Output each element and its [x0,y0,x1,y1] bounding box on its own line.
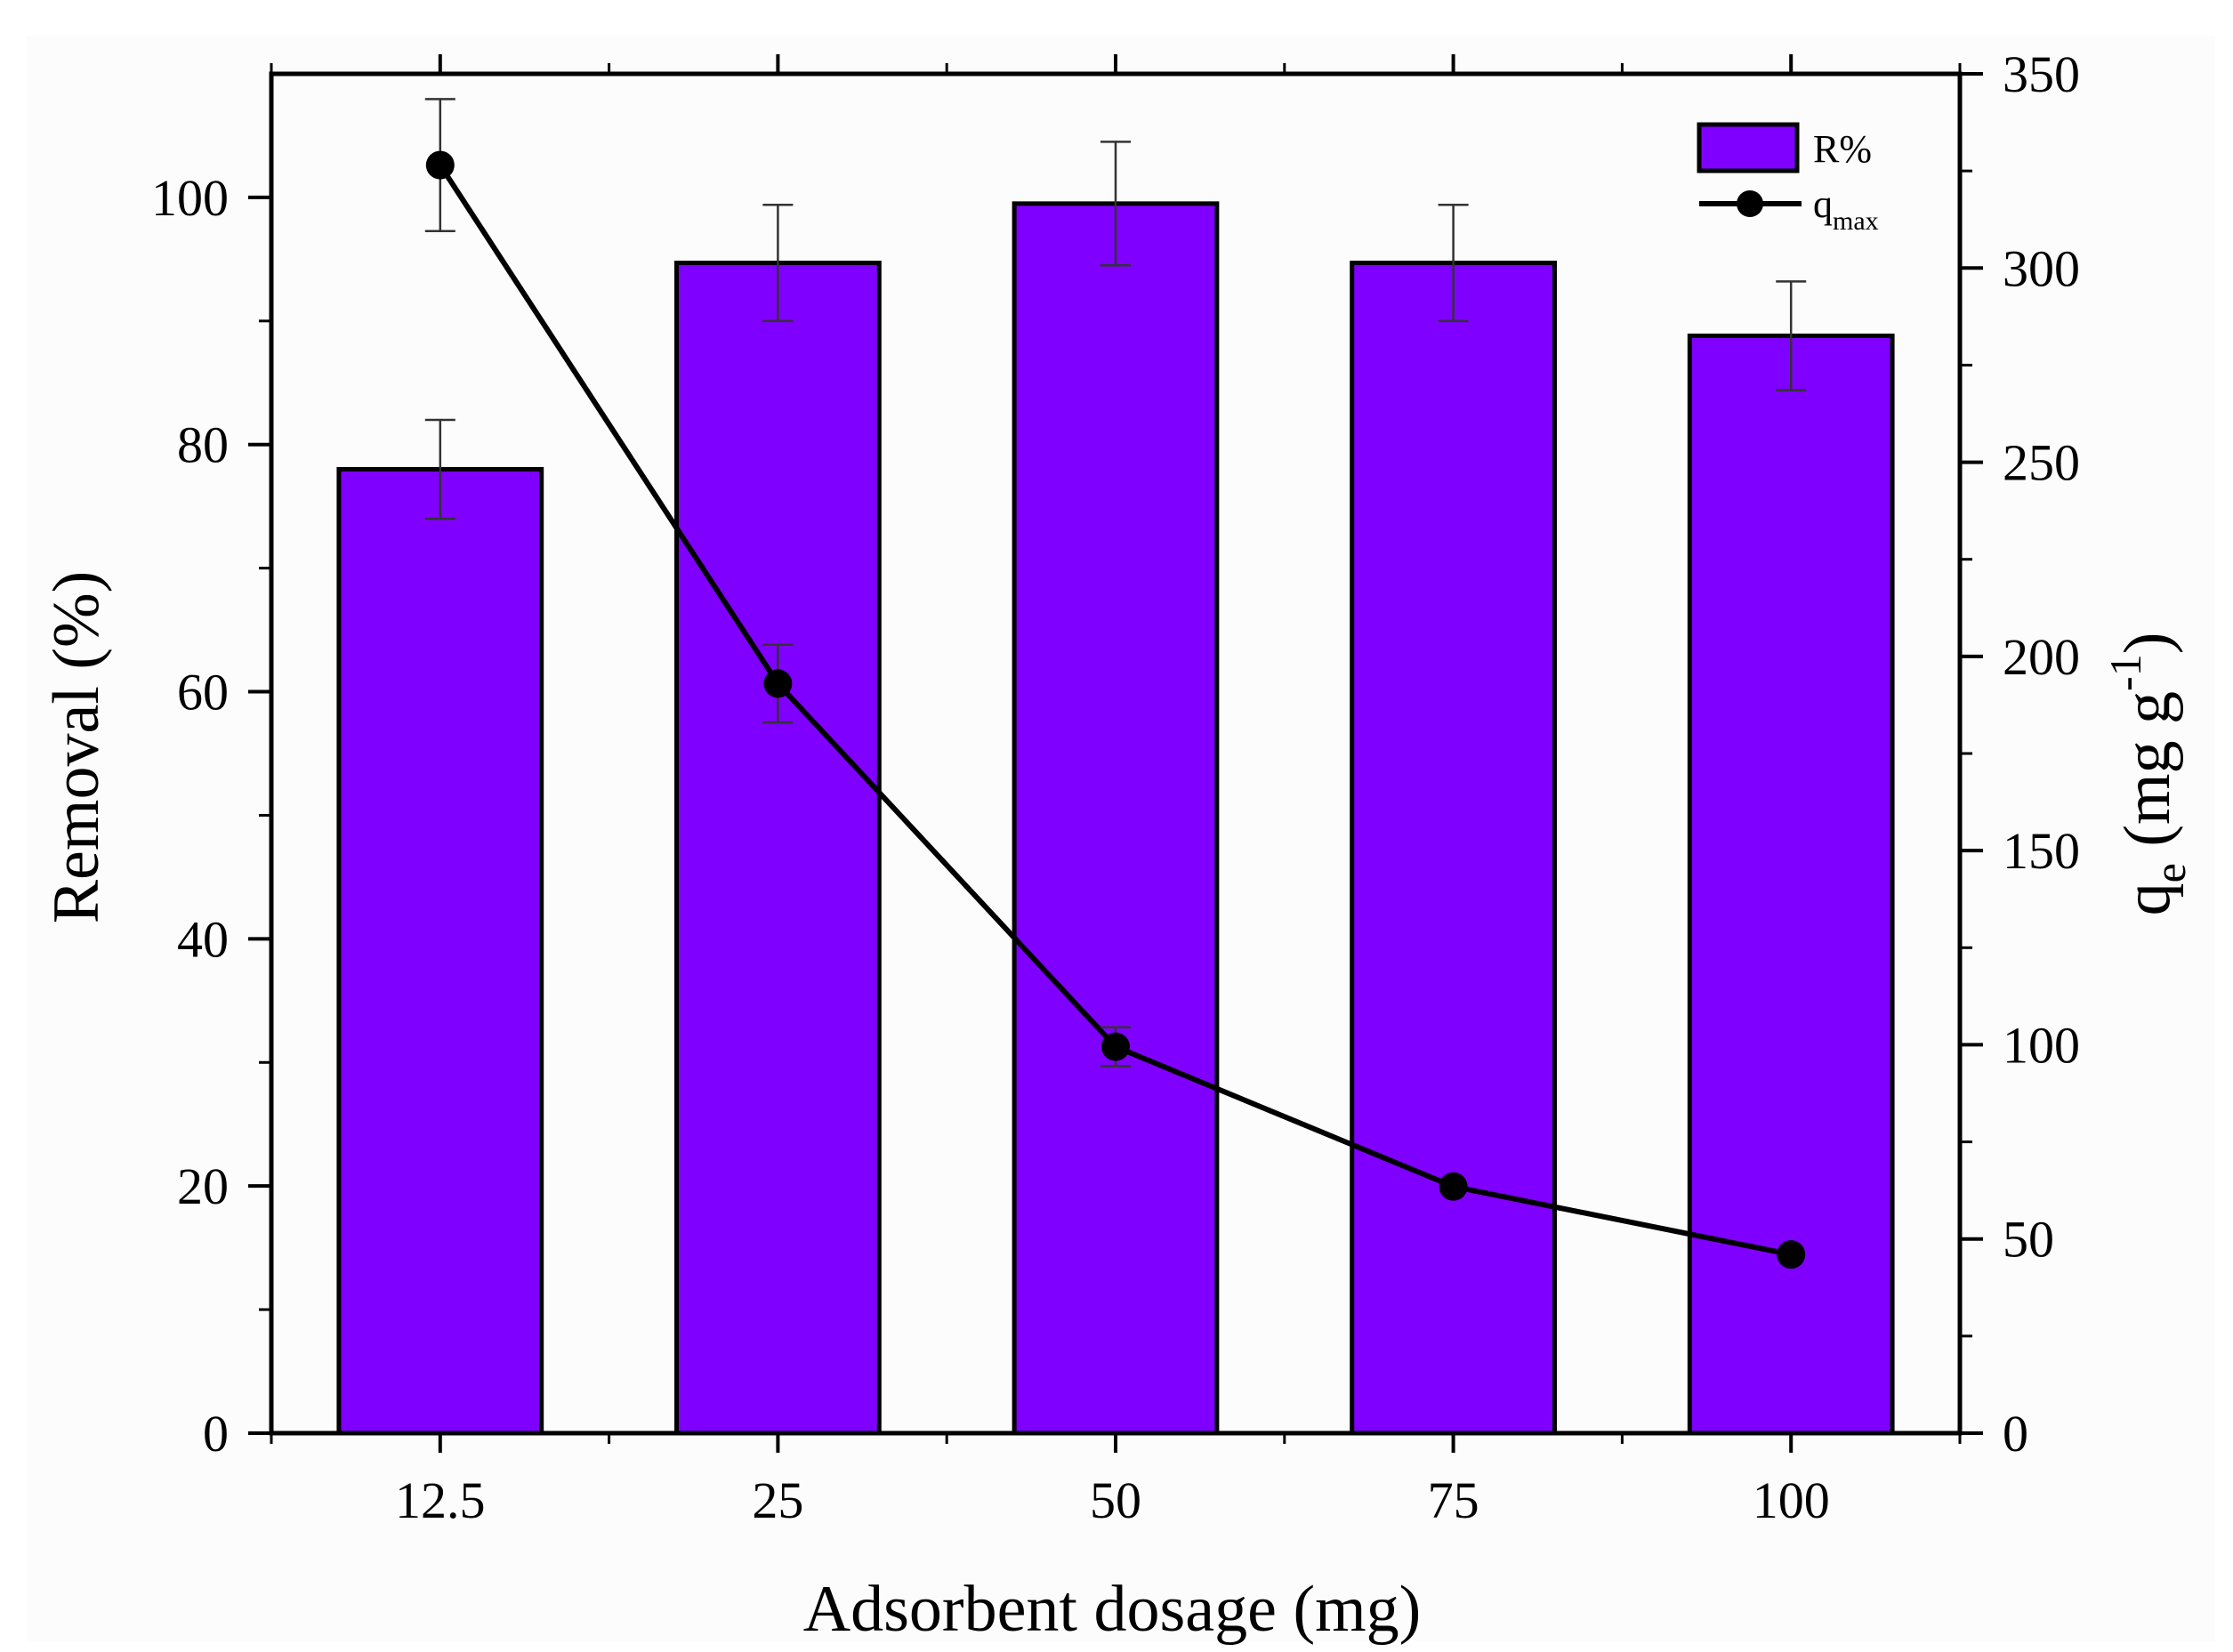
y-tick-label: 0 [203,1405,229,1463]
line-point [425,150,455,180]
y2-label-base: q [2111,882,2184,915]
line-point [1439,1172,1468,1201]
legend-label-line: qmax [1813,182,1879,236]
y2-tick-label: 350 [2003,45,2080,103]
bar-group [336,201,1895,1436]
x-tick-label: 50 [1090,1471,1141,1529]
legend-swatch-marker [1737,190,1763,217]
bar [1350,261,1557,1436]
legend-swatch-bar [1697,122,1800,173]
y-axis-right: 0 50 100 150 200 250 300 350 [1960,45,2080,1463]
y2-tick-label: 250 [2003,434,2080,492]
y2-tick-label: 0 [2003,1405,2028,1463]
y-tick-label: 80 [177,416,229,474]
bar-error-bars [424,141,1807,520]
x-tick-label: 25 [752,1471,803,1529]
legend-label-bar: R% [1813,127,1872,171]
bar [674,261,882,1436]
y2-label-close: ) [2111,633,2184,655]
x-tick-label: 100 [1753,1471,1830,1529]
legend-label-line-sub: max [1833,206,1879,236]
y2-tick-label: 200 [2003,628,2080,686]
x-tick-label: 12.5 [395,1471,486,1529]
y-tick-label: 40 [177,910,229,968]
line-point [1101,1032,1130,1061]
y2-label-unit: (mg g [2111,691,2184,863]
y-axis-label-left: Removal (%) [40,571,113,924]
bar [1012,201,1220,1436]
y2-tick-label: 50 [2003,1211,2054,1269]
y2-label-sup: -1 [2100,654,2150,691]
y-tick-label: 60 [177,664,229,721]
x-axis-label: Adsorbent dosage (mg) [803,1573,1422,1646]
bar [336,467,544,1436]
y2-tick-label: 300 [2003,239,2080,297]
y-tick-label: 100 [151,169,229,227]
y2-tick-label: 150 [2003,822,2080,880]
y-axis-label-right: qe (mg g-1) [2100,633,2195,916]
line-point [763,669,793,698]
y-axis-left: 0 20 40 60 80 100 [151,169,271,1463]
line-point [1777,1240,1806,1269]
y-tick-label: 20 [177,1157,229,1215]
y2-label-sub: e [2145,863,2195,882]
x-tick-label: 75 [1428,1471,1479,1529]
y2-tick-label: 100 [2003,1016,2080,1074]
legend: R% qmax [1697,122,1879,236]
line-series-group [424,98,1806,1269]
legend-label-line-base: q [1813,182,1833,226]
x-axis: 12.5 25 50 75 100 [270,54,1962,1529]
